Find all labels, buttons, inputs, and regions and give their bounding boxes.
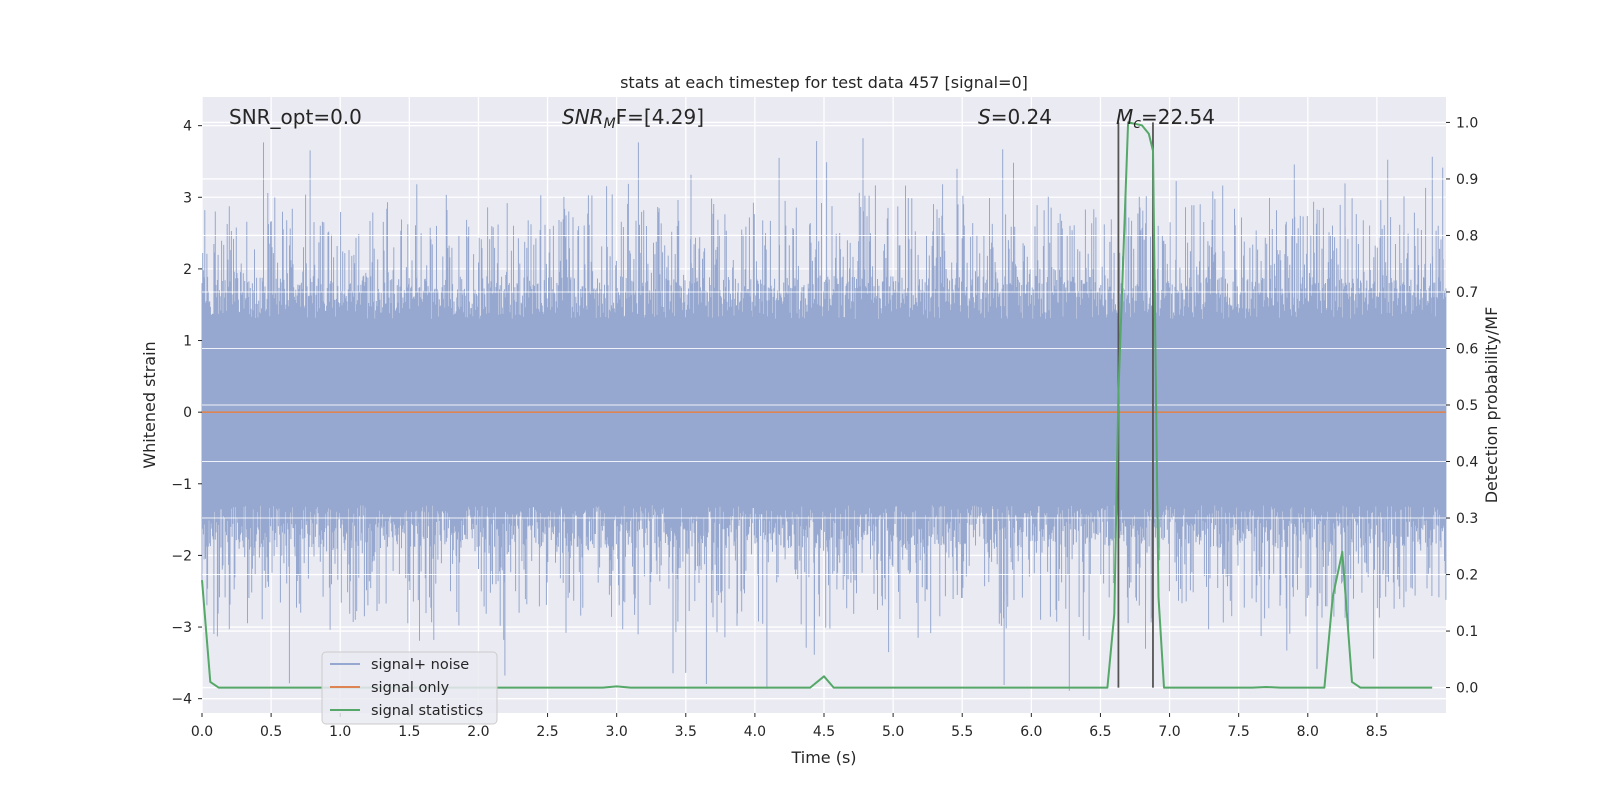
y-tick-label-right: 0.6 bbox=[1456, 341, 1478, 357]
annotation-s: S=0.24 bbox=[978, 105, 1052, 129]
y-tick-label-left: 2 bbox=[183, 262, 192, 278]
y-tick-label-right: 0.4 bbox=[1456, 455, 1478, 471]
y-tick-label-right: 0.7 bbox=[1456, 285, 1478, 301]
y-tick-label-left: −4 bbox=[171, 692, 192, 708]
y-tick-label-right: 1.0 bbox=[1456, 115, 1478, 131]
tick-labels: 0.0 0.5 1.0 1.5 2.0 2.5 3.0 3.5 4.0 4.5 5.0 5.5 6.0 6… bbox=[171, 115, 1478, 740]
statistics-series bbox=[201, 121, 1433, 689]
legend-label-noise: signal+ noise bbox=[371, 657, 469, 673]
y-tick-label-right: 0.1 bbox=[1456, 624, 1478, 640]
x-tick-label: 4.5 bbox=[813, 724, 835, 740]
x-tick-label: 0.0 bbox=[191, 724, 213, 740]
y-tick-label-left: 4 bbox=[183, 119, 192, 135]
x-tick-label: 7.0 bbox=[1158, 724, 1180, 740]
legend-label-signal: signal only bbox=[371, 680, 450, 696]
y-tick-label-left: 3 bbox=[183, 190, 192, 206]
x-tick-label: 1.5 bbox=[398, 724, 420, 740]
x-tick-label: 3.5 bbox=[675, 724, 697, 740]
annotation-snr-mf-rest: F=[4.29] bbox=[616, 105, 704, 129]
y-tick-label-right: 0.8 bbox=[1456, 228, 1478, 244]
x-tick-label: 5.0 bbox=[882, 724, 904, 740]
legend-label-stats: signal statistics bbox=[371, 703, 483, 719]
x-tick-label: 2.5 bbox=[536, 724, 558, 740]
annotation-mc-sub: c bbox=[1133, 116, 1141, 132]
x-tick-label: 6.5 bbox=[1089, 724, 1111, 740]
annotation-s-var: S bbox=[978, 105, 991, 129]
annotation-s-rest: =0.24 bbox=[991, 105, 1052, 129]
x-tick-label: 8.0 bbox=[1297, 724, 1319, 740]
legend-box bbox=[321, 651, 498, 725]
x-tick-label: 3.0 bbox=[606, 724, 628, 740]
annotation-snr-mf-base: SNR bbox=[562, 105, 604, 129]
x-tick-label: 2.0 bbox=[467, 724, 489, 740]
statistics-line bbox=[201, 121, 1433, 689]
x-tick-label: 4.0 bbox=[744, 724, 766, 740]
y-axis-label-right: Detection probability/MF bbox=[1482, 307, 1501, 504]
annotation-mc: Mc=22.54 bbox=[1116, 105, 1215, 132]
y-tick-label-right: 0.9 bbox=[1456, 172, 1478, 188]
annotation-mc-rest: =22.54 bbox=[1141, 105, 1215, 129]
y-tick-label-left: −2 bbox=[171, 548, 192, 564]
y-tick-label-left: −3 bbox=[171, 620, 192, 636]
x-tick-label: 6.0 bbox=[1020, 724, 1042, 740]
annotation-snr-mf-sub: M bbox=[604, 116, 616, 132]
y-tick-label-left: −1 bbox=[171, 477, 192, 493]
x-tick-label: 0.5 bbox=[260, 724, 282, 740]
annotation-snr-mf: SNRMF=[4.29] bbox=[562, 105, 704, 132]
chart-title: stats at each timestep for test data 457… bbox=[620, 73, 1028, 92]
y-tick-label-right: 0.2 bbox=[1456, 568, 1478, 584]
y-tick-label-right: 0.0 bbox=[1456, 681, 1478, 697]
annotation-mc-var: M bbox=[1116, 105, 1133, 129]
x-axis-label: Time (s) bbox=[790, 748, 856, 767]
x-tick-label: 1.0 bbox=[329, 724, 351, 740]
y-tick-label-right: 0.3 bbox=[1456, 511, 1478, 527]
x-tick-label: 8.5 bbox=[1366, 724, 1388, 740]
x-tick-label: 5.5 bbox=[951, 724, 973, 740]
legend: signal+ noise signal only signal statist… bbox=[321, 651, 498, 725]
y-axis-label-left: Whitened strain bbox=[140, 341, 159, 468]
annotation-snr-opt: SNR_opt=0.0 bbox=[229, 105, 362, 129]
y-tick-label-right: 0.5 bbox=[1456, 398, 1478, 414]
y-tick-label-left: 0 bbox=[183, 405, 192, 421]
y-tick-label-left: 1 bbox=[183, 334, 192, 350]
x-tick-label: 7.5 bbox=[1228, 724, 1250, 740]
